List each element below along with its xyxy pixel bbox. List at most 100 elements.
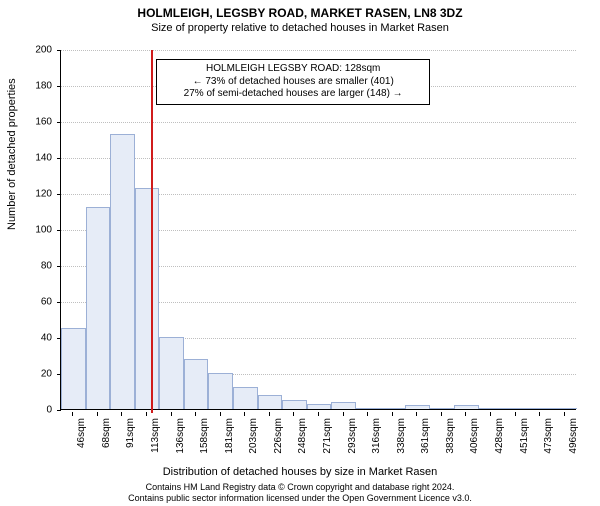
histogram-bar (356, 408, 381, 409)
histogram-bar (528, 408, 553, 409)
y-tick-label: 120 (12, 189, 52, 200)
y-tick-mark (57, 86, 61, 87)
y-tick-mark (57, 122, 61, 123)
x-tick-label: 136sqm (175, 418, 186, 454)
y-tick-label: 100 (12, 225, 52, 236)
histogram-bar (86, 207, 111, 409)
x-tick-label: 158sqm (199, 418, 210, 454)
y-tick-mark (57, 194, 61, 195)
histogram-bar (331, 402, 356, 409)
histogram-bar (208, 373, 233, 409)
x-tick-mark (195, 412, 196, 416)
x-tick-label: 181sqm (224, 418, 235, 454)
x-tick-label: 383sqm (445, 418, 456, 454)
y-tick-mark (57, 230, 61, 231)
x-tick-mark (515, 412, 516, 416)
y-tick-label: 140 (12, 153, 52, 164)
x-tick-label: 91sqm (125, 418, 136, 448)
grid-line (61, 50, 576, 51)
histogram-bar (61, 328, 86, 409)
y-tick-label: 60 (12, 297, 52, 308)
y-tick-label: 160 (12, 117, 52, 128)
histogram-bar (159, 337, 184, 409)
y-tick-label: 200 (12, 45, 52, 56)
y-axis-labels: 020406080100120140160180200 (0, 50, 56, 410)
histogram-bar (258, 395, 283, 409)
histogram-bar (405, 405, 430, 409)
x-tick-label: 68sqm (101, 418, 112, 448)
x-tick-mark (490, 412, 491, 416)
histogram-bar (233, 387, 258, 409)
annotation-line: HOLMLEIGH LEGSBY ROAD: 128sqm (163, 63, 422, 76)
x-tick-label: 316sqm (371, 418, 382, 454)
x-tick-mark (121, 412, 122, 416)
y-tick-mark (57, 50, 61, 51)
y-tick-mark (57, 410, 61, 411)
annotation-line: ← 73% of detached houses are smaller (40… (163, 76, 422, 89)
y-tick-label: 40 (12, 333, 52, 344)
footer-line-1: Contains HM Land Registry data © Crown c… (0, 482, 600, 493)
reference-marker-line (151, 50, 153, 413)
x-tick-label: 226sqm (273, 418, 284, 454)
histogram-bar (135, 188, 160, 409)
y-tick-label: 180 (12, 81, 52, 92)
footer-attribution: Contains HM Land Registry data © Crown c… (0, 482, 600, 504)
x-tick-label: 203sqm (248, 418, 259, 454)
histogram-bar (380, 408, 405, 409)
x-tick-mark (539, 412, 540, 416)
x-tick-label: 46sqm (76, 418, 87, 448)
y-tick-label: 80 (12, 261, 52, 272)
chart-title-main: HOLMLEIGH, LEGSBY ROAD, MARKET RASEN, LN… (0, 6, 600, 20)
x-tick-mark (465, 412, 466, 416)
histogram-bar (110, 134, 135, 409)
x-axis-title: Distribution of detached houses by size … (0, 466, 600, 478)
y-tick-mark (57, 302, 61, 303)
x-tick-mark (392, 412, 393, 416)
x-tick-mark (269, 412, 270, 416)
histogram-bar (307, 404, 332, 409)
x-tick-mark (97, 412, 98, 416)
x-tick-label: 338sqm (396, 418, 407, 454)
footer-line-2: Contains public sector information licen… (0, 493, 600, 504)
annotation-box: HOLMLEIGH LEGSBY ROAD: 128sqm← 73% of de… (156, 59, 429, 105)
y-tick-mark (57, 158, 61, 159)
x-tick-mark (416, 412, 417, 416)
x-tick-mark (244, 412, 245, 416)
x-tick-mark (318, 412, 319, 416)
x-tick-label: 271sqm (322, 418, 333, 454)
chart-plot-area: HOLMLEIGH LEGSBY ROAD: 128sqm← 73% of de… (60, 50, 576, 410)
x-tick-label: 113sqm (150, 418, 161, 453)
x-tick-label: 451sqm (519, 418, 530, 454)
y-tick-label: 20 (12, 369, 52, 380)
x-tick-label: 496sqm (568, 418, 579, 454)
x-axis-labels: 46sqm 68sqm 91sqm 113sqm 136sqm 158sqm 181sqm 2… (60, 412, 576, 462)
x-tick-label: 428sqm (494, 418, 505, 454)
x-tick-label: 406sqm (469, 418, 480, 454)
x-tick-mark (441, 412, 442, 416)
histogram-bar (454, 405, 479, 409)
x-tick-mark (220, 412, 221, 416)
histogram-bar (430, 408, 455, 409)
x-tick-mark (343, 412, 344, 416)
x-tick-label: 293sqm (347, 418, 358, 454)
x-tick-label: 361sqm (420, 418, 431, 454)
x-tick-mark (72, 412, 73, 416)
x-tick-label: 248sqm (297, 418, 308, 454)
y-tick-mark (57, 266, 61, 267)
y-tick-label: 0 (12, 405, 52, 416)
annotation-line: 27% of semi-detached houses are larger (… (163, 88, 422, 101)
histogram-bar (479, 408, 504, 409)
x-tick-mark (367, 412, 368, 416)
grid-line (61, 158, 576, 159)
x-tick-mark (171, 412, 172, 416)
histogram-bar (184, 359, 209, 409)
x-tick-label: 473sqm (543, 418, 554, 454)
grid-line (61, 122, 576, 123)
x-tick-mark (293, 412, 294, 416)
chart-title-sub: Size of property relative to detached ho… (0, 22, 600, 34)
x-tick-mark (146, 412, 147, 416)
histogram-bar (503, 408, 528, 409)
x-tick-mark (564, 412, 565, 416)
histogram-bar (282, 400, 307, 409)
histogram-bar (552, 408, 577, 409)
